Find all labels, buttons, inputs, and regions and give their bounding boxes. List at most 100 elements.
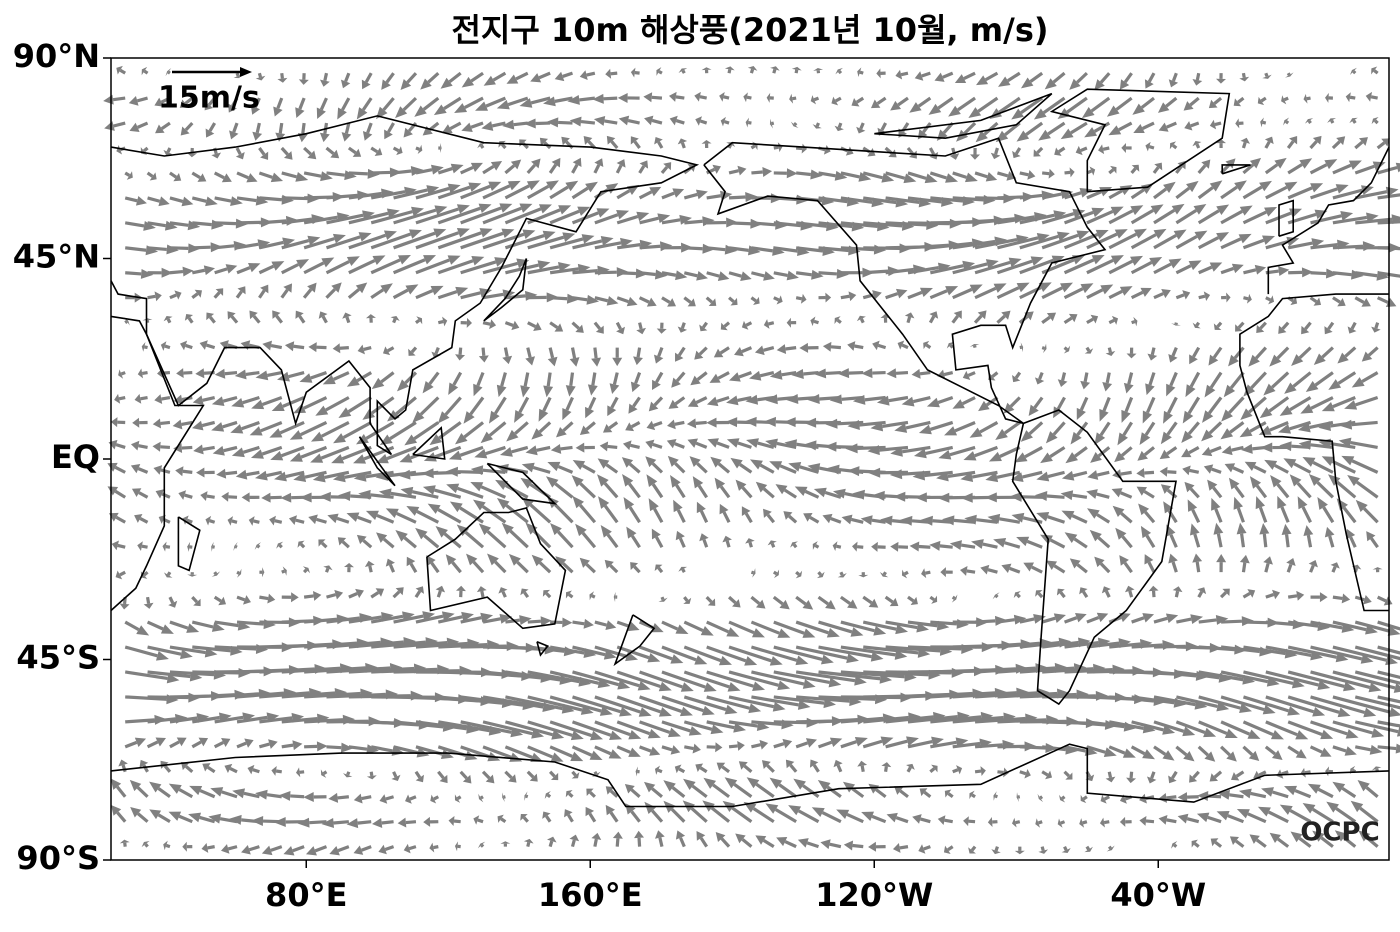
wind-vector	[1149, 73, 1154, 82]
wind-vector	[1117, 98, 1132, 109]
wind-vector	[997, 197, 1022, 198]
wind-vector	[930, 422, 952, 429]
wind-vector	[515, 422, 528, 433]
wind-vector-head	[861, 368, 872, 378]
wind-vector	[805, 491, 818, 497]
wind-vector	[659, 71, 662, 73]
wind-vector	[1238, 98, 1243, 102]
wind-vector	[404, 98, 416, 110]
wind-vector	[125, 622, 138, 630]
wind-vector	[1166, 797, 1176, 798]
wind-vector-head	[1373, 567, 1383, 569]
wind-vector	[528, 348, 530, 358]
wind-vector	[528, 621, 541, 622]
wind-vector	[794, 545, 796, 548]
wind-vector-head	[957, 619, 969, 629]
wind-vector	[148, 622, 163, 629]
wind-vector	[684, 747, 693, 749]
wind-vector-head	[820, 839, 830, 849]
wind-vector	[617, 298, 628, 302]
wind-vector-head	[201, 843, 208, 853]
wind-vector	[371, 290, 383, 298]
wind-vector-head	[1211, 498, 1220, 511]
wind-vector	[1143, 123, 1154, 128]
wind-vector	[595, 622, 607, 625]
wind-vector	[207, 847, 214, 848]
wind-vector	[1352, 422, 1378, 424]
wind-vector-head	[694, 655, 707, 664]
wind-vector	[505, 323, 513, 326]
wind-vector	[958, 98, 975, 110]
wind-vector	[215, 742, 224, 746]
wind-vector	[568, 815, 572, 822]
wind-vector	[729, 171, 739, 173]
wind-vector	[889, 398, 908, 401]
wind-vector	[230, 768, 237, 771]
wind-vector-head	[398, 818, 407, 828]
wind-vector	[326, 568, 327, 572]
wind-vector-head	[668, 728, 681, 737]
wind-vector	[505, 166, 514, 173]
wind-vector	[1144, 472, 1154, 473]
wind-vector	[1284, 98, 1288, 100]
wind-vector-head	[1158, 793, 1167, 803]
wind-vector	[796, 173, 811, 175]
wind-vector	[953, 316, 958, 323]
wind-vector	[186, 345, 193, 347]
wind-vector	[1364, 509, 1377, 523]
wind-vector-head	[226, 264, 238, 274]
wind-vector-head	[252, 132, 262, 141]
wind-vector-head	[1279, 441, 1291, 451]
wind-vector	[116, 517, 125, 522]
wind-vector	[679, 348, 684, 356]
wind-vector	[385, 847, 393, 850]
wind-vector	[1124, 422, 1132, 435]
wind-vector	[1199, 166, 1205, 173]
wind-vector	[1189, 422, 1199, 433]
wind-vector	[617, 165, 621, 173]
wind-vector	[580, 483, 595, 497]
wind-vector	[583, 466, 595, 473]
wind-vector	[207, 496, 215, 497]
wind-vector	[1266, 73, 1267, 76]
wind-vector-head	[1075, 613, 1087, 622]
wind-vector-head	[787, 168, 798, 178]
wind-vector-head	[354, 794, 363, 804]
wind-vector	[1154, 294, 1163, 298]
wind-vector	[158, 788, 169, 796]
wind-vector	[696, 398, 706, 403]
wind-vector	[1294, 464, 1311, 473]
wind-vector	[1257, 486, 1266, 498]
wind-vector	[204, 373, 215, 374]
wind-vector	[253, 770, 260, 772]
wind-vector	[1101, 73, 1109, 82]
wind-vector	[930, 291, 947, 298]
wind-vector	[638, 348, 640, 358]
wind-vector	[930, 148, 933, 154]
wind-vector	[1097, 515, 1109, 523]
wind-vector-head	[1080, 381, 1090, 389]
wind-vector	[1355, 298, 1364, 303]
wind-vector	[774, 69, 775, 73]
wind-vector	[1298, 483, 1311, 497]
wind-vector	[930, 173, 946, 178]
wind-vector	[259, 173, 272, 177]
wind-vector	[699, 486, 707, 498]
wind-vector	[684, 273, 697, 276]
wind-vector-head	[725, 417, 737, 427]
wind-vector-head	[1120, 817, 1125, 827]
wind-vector	[751, 172, 762, 173]
wind-vector-head	[687, 418, 696, 428]
wind-vector	[1020, 173, 1029, 175]
wind-vector	[148, 173, 153, 176]
wind-vector	[662, 167, 667, 173]
wind-vector	[1072, 516, 1087, 523]
wind-vector	[617, 245, 640, 248]
wind-vector	[561, 447, 573, 449]
wind-vector-head	[786, 394, 798, 404]
wind-vector-head	[693, 744, 701, 754]
wind-vector	[1109, 191, 1122, 198]
wind-vector	[1154, 189, 1166, 198]
wind-vector	[482, 845, 483, 847]
wind-vector	[183, 471, 192, 472]
